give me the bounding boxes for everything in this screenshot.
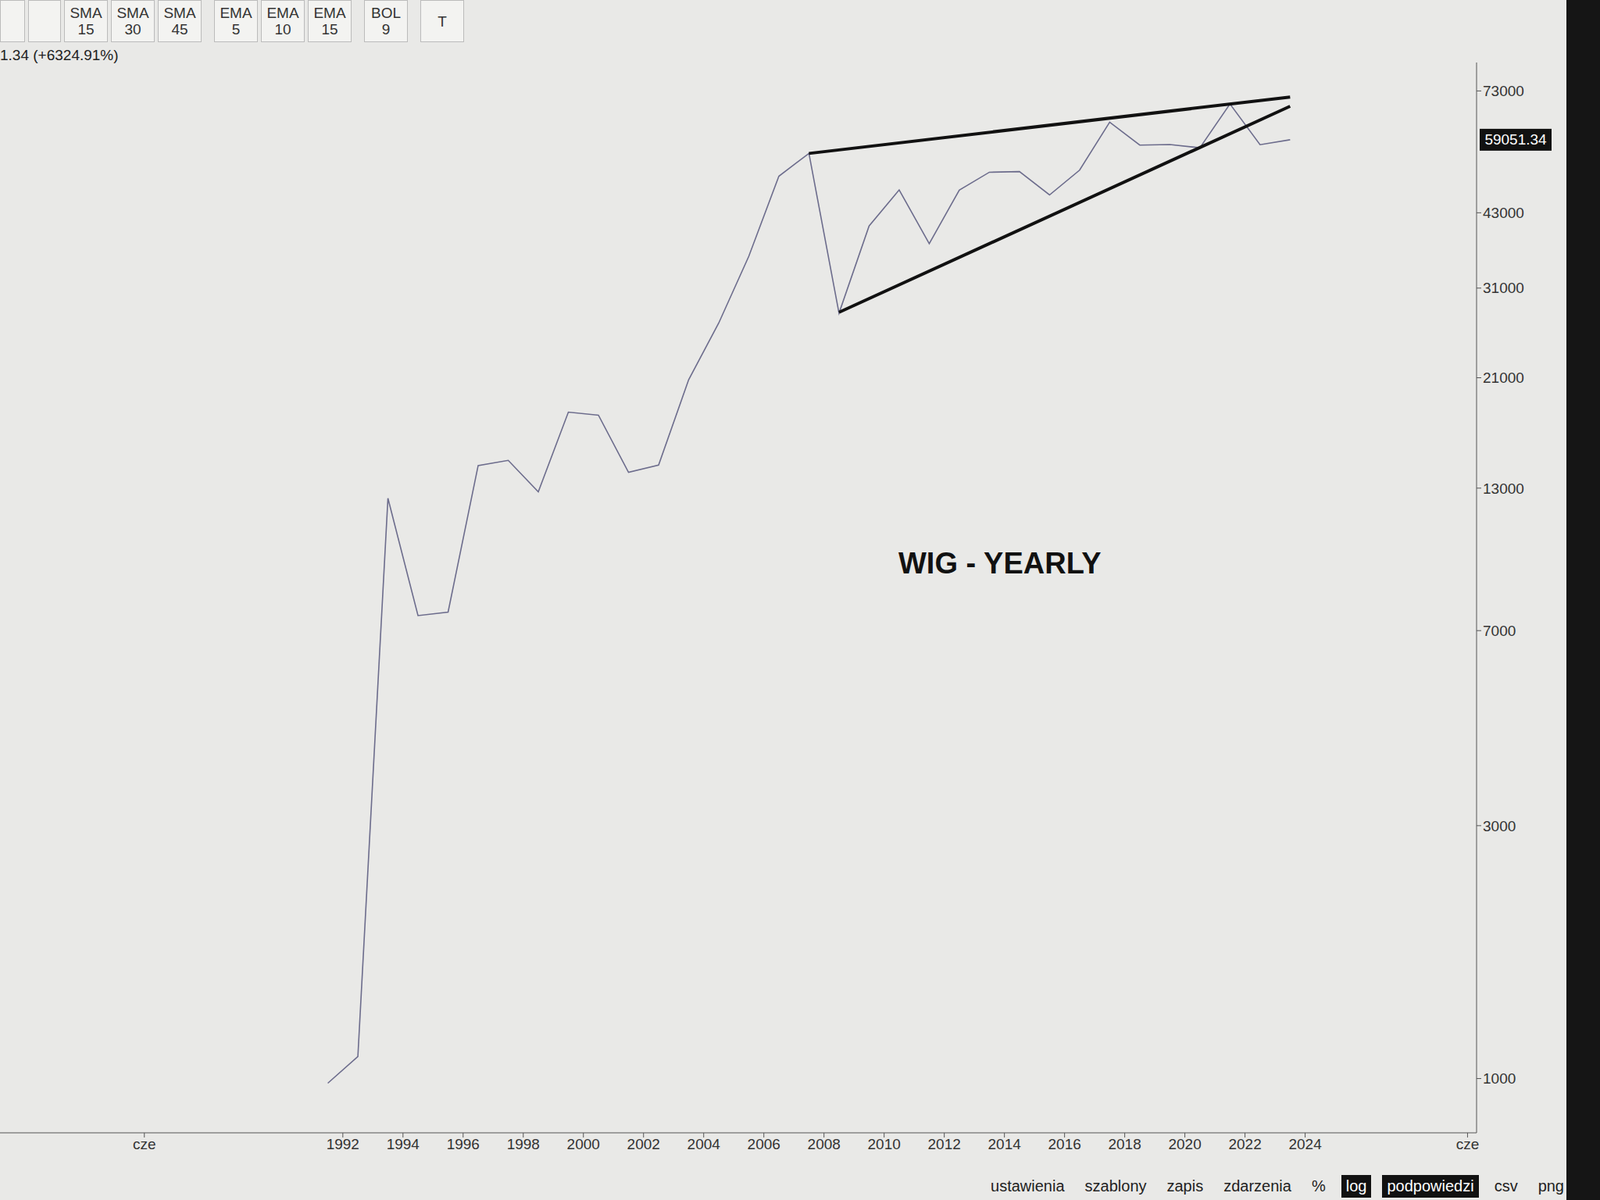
html-text:csv: csv	[1494, 1176, 1518, 1195]
html-text:EMA: EMA	[219, 4, 253, 22]
html-text:1.34 (+6324.91%): 1.34 (+6324.91%)	[0, 46, 119, 64]
html-text:T: T	[437, 12, 447, 30]
svg-text:2006: 2006	[747, 1135, 781, 1153]
html-text:EMA: EMA	[313, 4, 346, 22]
svg-text:2020: 2020	[1167, 1135, 1201, 1153]
svg-text:2024: 2024	[1288, 1135, 1322, 1153]
html-text:png: png	[1537, 1176, 1565, 1195]
svg-text:2008: 2008	[807, 1135, 841, 1153]
svg-text:2010: 2010	[867, 1135, 901, 1153]
html-text:zdarzenia: zdarzenia	[1223, 1176, 1292, 1195]
svg-text:59051.34: 59051.34	[1484, 131, 1547, 148]
html-text:WIG - YEARLY: WIG - YEARLY	[898, 546, 1102, 580]
svg-text:3000: 3000	[1482, 817, 1516, 835]
html-text:SMA: SMA	[69, 4, 103, 22]
svg-text:7000: 7000	[1482, 622, 1516, 640]
html-text:10: 10	[274, 21, 292, 38]
html-text:zapis: zapis	[1166, 1176, 1204, 1195]
svg-text:2002: 2002	[627, 1135, 661, 1153]
html-text:EMA: EMA	[266, 4, 299, 22]
svg-text:1994: 1994	[386, 1135, 421, 1153]
html-text:15: 15	[77, 21, 95, 38]
svg-text:1996: 1996	[446, 1135, 480, 1153]
html-text:podpowiedzi: podpowiedzi	[1387, 1176, 1474, 1195]
html-text:SMA: SMA	[116, 4, 149, 22]
html-text:szablony: szablony	[1084, 1176, 1147, 1195]
html-text:30: 30	[124, 21, 142, 38]
svg-text:2004: 2004	[687, 1135, 722, 1153]
svg-text:1000: 1000	[1482, 1070, 1516, 1087]
svg-text:1992: 1992	[326, 1135, 360, 1153]
svg-text:21000: 21000	[1482, 369, 1525, 386]
svg-text:2016: 2016	[1048, 1135, 1082, 1153]
svg-text:1998: 1998	[507, 1135, 540, 1153]
svg-text:73000: 73000	[1482, 82, 1525, 100]
html-text:15: 15	[321, 21, 338, 38]
svg-text:cze: cze	[1456, 1135, 1480, 1153]
svg-text:13000: 13000	[1482, 480, 1525, 497]
html-text:BOL: BOL	[371, 4, 401, 22]
html-text:SMA: SMA	[163, 4, 196, 22]
svg-text:2018: 2018	[1107, 1135, 1141, 1153]
html-text:9: 9	[381, 21, 391, 38]
html-text:5: 5	[231, 21, 241, 38]
svg-text:2022: 2022	[1228, 1135, 1261, 1153]
html-text:ustawienia: ustawienia	[990, 1176, 1065, 1195]
svg-text:31000: 31000	[1482, 279, 1525, 297]
svg-text:2000: 2000	[567, 1135, 600, 1153]
svg-text:2012: 2012	[928, 1135, 961, 1153]
svg-text:2014: 2014	[988, 1135, 1022, 1153]
html-text:45: 45	[171, 21, 188, 38]
svg-text:43000: 43000	[1482, 204, 1525, 222]
svg-text:cze: cze	[132, 1135, 157, 1153]
html-text:log: log	[1345, 1176, 1367, 1195]
